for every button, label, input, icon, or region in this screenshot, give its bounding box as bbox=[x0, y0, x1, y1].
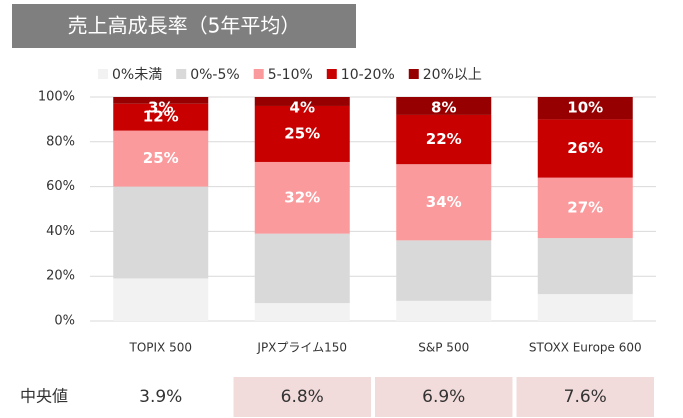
x-tick-label: TOPIX 500 bbox=[129, 341, 193, 355]
bar-segment bbox=[254, 303, 350, 321]
legend-swatch bbox=[98, 69, 108, 79]
legend-label: 10-20% bbox=[341, 67, 395, 83]
value-label: 32% bbox=[284, 188, 320, 206]
legend-swatch bbox=[408, 69, 419, 79]
y-tick-label: 60% bbox=[46, 179, 75, 194]
x-tick-label: JPXプライム150 bbox=[256, 341, 347, 355]
value-label: 22% bbox=[426, 130, 462, 148]
value-label: 27% bbox=[567, 198, 603, 216]
bar-segment bbox=[254, 97, 350, 106]
median-value: 3.9% bbox=[139, 387, 182, 407]
bar-segment bbox=[254, 161, 350, 234]
median-value: 6.8% bbox=[281, 387, 324, 407]
value-label: 4% bbox=[290, 99, 315, 117]
legend-label: 5-10% bbox=[268, 67, 313, 83]
median-label: 中央値 bbox=[20, 387, 68, 406]
value-label: 10% bbox=[567, 99, 603, 117]
chart-title: 売上高成長率（5年平均） bbox=[68, 14, 301, 38]
value-label: 12% bbox=[143, 108, 179, 126]
bar-segment bbox=[113, 186, 209, 279]
bar-segment bbox=[113, 130, 209, 187]
bar-segment bbox=[537, 177, 633, 239]
median-cell bbox=[516, 377, 654, 417]
legend-label: 20%以上 bbox=[423, 67, 482, 83]
legend-swatch bbox=[253, 69, 264, 79]
y-tick-label: 40% bbox=[46, 224, 75, 239]
median-value: 6.9% bbox=[422, 387, 465, 407]
legend-swatch bbox=[326, 69, 337, 79]
y-tick-label: 0% bbox=[54, 314, 75, 329]
legend-swatch bbox=[176, 69, 187, 79]
bar-segment bbox=[113, 103, 209, 131]
y-tick-label: 20% bbox=[46, 269, 75, 284]
bar-segment bbox=[113, 278, 209, 321]
y-tick-label: 100% bbox=[38, 90, 75, 105]
bar-segment bbox=[396, 164, 492, 241]
bar-segment bbox=[537, 119, 633, 178]
median-cell bbox=[375, 377, 513, 417]
value-label: 25% bbox=[143, 149, 179, 167]
bar-segment bbox=[254, 105, 350, 162]
median-cell bbox=[233, 377, 371, 417]
x-tick-label: S&P 500 bbox=[418, 341, 469, 355]
bar-segment bbox=[396, 240, 492, 301]
title-box bbox=[12, 4, 356, 48]
bar-segment bbox=[537, 238, 633, 295]
value-label: 34% bbox=[426, 193, 462, 211]
bar-segment bbox=[537, 97, 633, 120]
bar-segment bbox=[396, 300, 492, 321]
value-label: 3% bbox=[148, 99, 173, 117]
value-label: 26% bbox=[567, 139, 603, 157]
y-tick-label: 80% bbox=[46, 134, 75, 149]
x-tick-label: STOXX Europe 600 bbox=[529, 341, 642, 355]
value-label: 25% bbox=[284, 124, 320, 142]
value-label: 8% bbox=[431, 99, 456, 117]
legend-label: 0%-5% bbox=[190, 67, 239, 83]
bar-segment bbox=[396, 114, 492, 165]
bar-segment bbox=[396, 97, 492, 115]
median-value: 7.6% bbox=[564, 387, 607, 407]
legend-label: 0%未満 bbox=[112, 67, 162, 83]
bar-segment bbox=[537, 294, 633, 321]
bar-segment bbox=[254, 233, 350, 304]
bar-segment bbox=[113, 97, 209, 104]
